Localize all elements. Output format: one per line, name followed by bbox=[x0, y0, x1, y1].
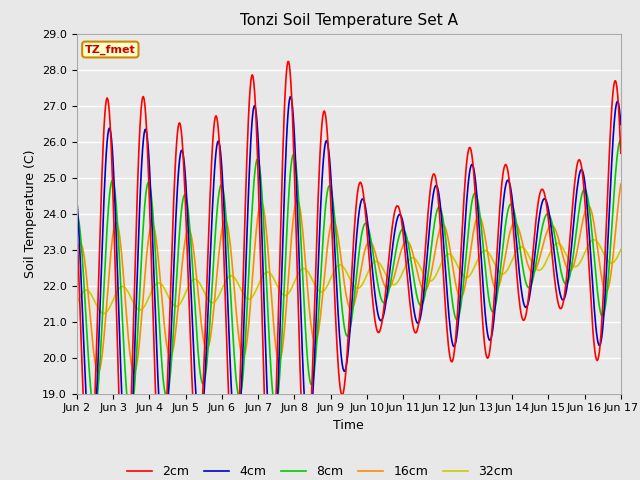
4cm bbox=[140, 137, 147, 143]
16cm bbox=[223, 222, 231, 228]
32cm bbox=[416, 263, 424, 269]
Legend: 2cm, 4cm, 8cm, 16cm, 32cm: 2cm, 4cm, 8cm, 16cm, 32cm bbox=[122, 460, 518, 480]
8cm bbox=[195, 355, 202, 361]
4cm bbox=[124, 469, 131, 475]
2cm bbox=[417, 308, 424, 313]
16cm bbox=[131, 370, 138, 375]
16cm bbox=[617, 181, 625, 187]
4cm bbox=[286, 94, 294, 100]
Line: 32cm: 32cm bbox=[77, 240, 621, 313]
4cm bbox=[433, 182, 440, 188]
Line: 4cm: 4cm bbox=[77, 97, 621, 472]
4cm bbox=[195, 420, 202, 426]
32cm bbox=[223, 276, 231, 281]
32cm bbox=[73, 300, 81, 307]
2cm bbox=[617, 150, 625, 156]
32cm bbox=[617, 247, 625, 252]
Title: Tonzi Soil Temperature Set A: Tonzi Soil Temperature Set A bbox=[240, 13, 458, 28]
8cm bbox=[140, 221, 147, 227]
Line: 2cm: 2cm bbox=[77, 61, 621, 480]
2cm bbox=[433, 178, 440, 184]
4cm bbox=[417, 315, 424, 321]
8cm bbox=[127, 414, 134, 420]
32cm bbox=[195, 279, 202, 285]
2cm bbox=[140, 94, 147, 99]
8cm bbox=[617, 138, 625, 144]
32cm bbox=[83, 287, 90, 293]
2cm bbox=[285, 59, 292, 64]
4cm bbox=[223, 288, 231, 294]
16cm bbox=[73, 251, 81, 256]
32cm bbox=[140, 305, 147, 311]
8cm bbox=[223, 234, 231, 240]
2cm bbox=[73, 223, 81, 228]
16cm bbox=[416, 278, 424, 284]
8cm bbox=[83, 326, 90, 332]
X-axis label: Time: Time bbox=[333, 419, 364, 432]
4cm bbox=[73, 196, 81, 202]
32cm bbox=[589, 237, 597, 242]
4cm bbox=[83, 404, 90, 410]
Line: 16cm: 16cm bbox=[77, 184, 621, 372]
Y-axis label: Soil Temperature (C): Soil Temperature (C) bbox=[24, 149, 36, 278]
8cm bbox=[431, 215, 439, 220]
2cm bbox=[195, 448, 202, 454]
16cm bbox=[431, 247, 439, 252]
16cm bbox=[140, 292, 147, 298]
8cm bbox=[416, 301, 424, 307]
8cm bbox=[73, 211, 81, 216]
4cm bbox=[617, 121, 625, 127]
2cm bbox=[223, 358, 231, 364]
32cm bbox=[100, 311, 108, 316]
16cm bbox=[195, 296, 202, 301]
16cm bbox=[83, 275, 90, 281]
Text: TZ_fmet: TZ_fmet bbox=[85, 44, 136, 55]
32cm bbox=[431, 273, 439, 279]
2cm bbox=[83, 462, 90, 468]
Line: 8cm: 8cm bbox=[77, 141, 621, 417]
